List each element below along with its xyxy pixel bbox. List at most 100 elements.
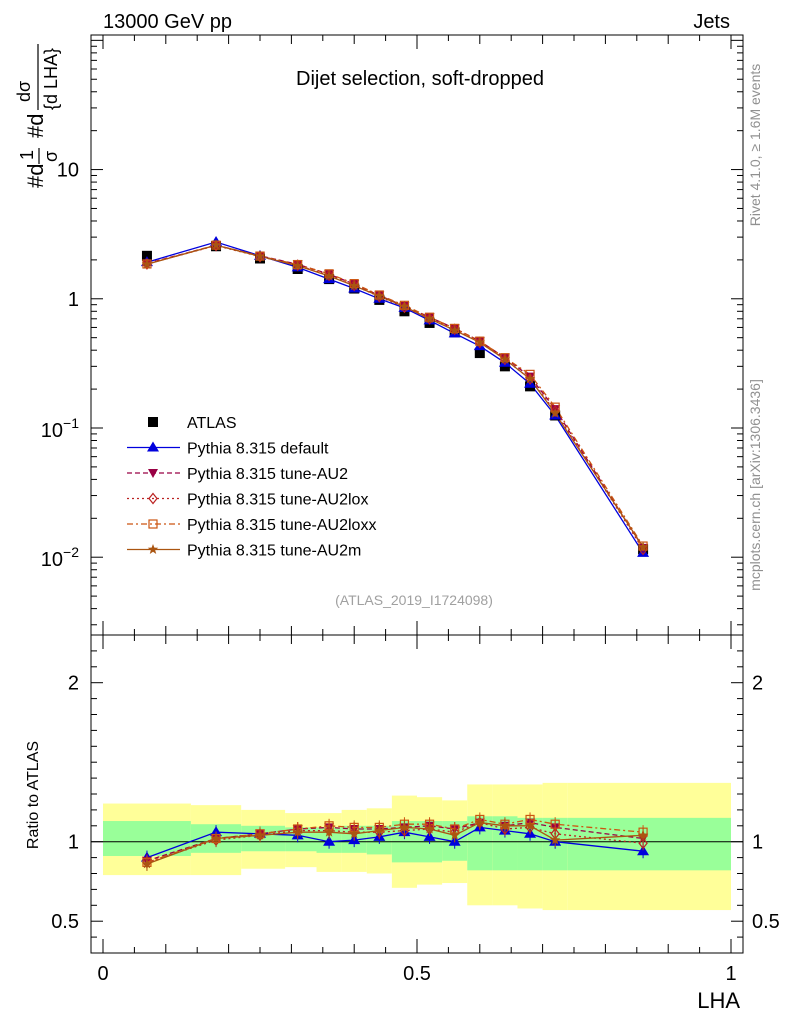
- point-AU2lox: [550, 405, 560, 418]
- ratio-point-AU2m: [637, 829, 649, 840]
- ratio-point-AU2m: [424, 823, 435, 834]
- point-AU2m: [254, 250, 266, 261]
- rivet-version-label: Rivet 4.1.0, ≥ 1.6M events: [747, 64, 763, 227]
- ratio-panel: 0.5 0.51 12 2 0 0.5 1 Ratio to ATLAS LHA: [25, 634, 780, 1013]
- legend-marker-AU2loxx: [148, 519, 158, 529]
- ratio-point-AU2m: [374, 825, 385, 836]
- x-tick-label: 0: [97, 963, 108, 985]
- ratio-point-AU2loxx: [550, 819, 560, 829]
- ylabel-part-c: σ: [41, 151, 61, 162]
- y-tick-label-exp: −2: [63, 544, 79, 560]
- legend-marker-AU2: [148, 469, 158, 478]
- ylabel-part-e: dσ: [14, 81, 34, 102]
- ratio-point-AU2lox: [500, 823, 510, 835]
- point-AU2lox: [142, 257, 152, 270]
- x-axis-label: LHA: [697, 988, 740, 1013]
- band-inner: [567, 817, 731, 871]
- mcplots-label: mcplots.cern.ch [arXiv:1306.3436]: [747, 379, 763, 591]
- ratio-point-AU2m: [292, 826, 303, 837]
- ratio-y-axis: 0.5 0.5 1 1 2 2: [51, 634, 780, 954]
- legend-marker-AU2lox: [148, 492, 158, 505]
- legend-label-AU2: Pythia 8.315 tune-AU2: [187, 466, 348, 483]
- ratio-x-axis: 0 0.5 1: [97, 635, 737, 985]
- ratio-y-tick-label: 1: [68, 832, 79, 854]
- ratio-point-AU2m: [210, 833, 222, 843]
- ratio-point-AU2m: [323, 826, 335, 837]
- point-AU2m: [141, 258, 153, 269]
- y-tick-label: 10: [57, 160, 79, 182]
- main-y-axis-label: #d 1 σ #d dσ {d LHA}: [14, 44, 61, 188]
- analysis-label: (ATLAS_2019_I1724098): [335, 592, 493, 608]
- point-AU2lox: [349, 279, 359, 292]
- point-AU2m: [449, 324, 460, 335]
- header-category: Jets: [693, 11, 730, 33]
- point-AU2m: [549, 407, 561, 418]
- ratio-y-tick-label: 2: [68, 673, 79, 695]
- point-ATLAS: [141, 250, 152, 261]
- point-default: [524, 377, 537, 388]
- point-AU2m: [424, 313, 435, 324]
- ratio-point-AU2m: [399, 821, 410, 832]
- ratio-y-tick-label-right: 1: [752, 832, 763, 854]
- band-inner: [103, 821, 191, 857]
- ratio-y-axis-label: Ratio to ATLAS: [25, 741, 42, 849]
- ylabel-part-b: 1: [17, 150, 37, 160]
- legend-marker-AU2m: [147, 544, 159, 554]
- legend-label-AU2loxx: Pythia 8.315 tune-AU2loxx: [187, 517, 376, 534]
- ratio-point-AU2m: [254, 829, 266, 840]
- point-AU2m: [474, 336, 486, 347]
- point-AU2m: [210, 239, 222, 250]
- legend-label-default: Pythia 8.315 default: [187, 441, 329, 458]
- point-AU2m: [637, 541, 649, 552]
- legend-marker-default: [147, 441, 159, 452]
- legend-label-AU2lox: Pythia 8.315 tune-AU2lox: [187, 492, 368, 509]
- ylabel-part-a: #d: [23, 164, 48, 188]
- point-AU2m: [524, 373, 536, 384]
- ratio-y-tick-label: 0.5: [51, 911, 79, 933]
- y-tick-label-base: 10: [41, 549, 63, 571]
- y-tick-label-base: 10: [41, 420, 63, 442]
- chart-title: Dijet selection, soft-dropped: [296, 68, 544, 90]
- ratio-point-default: [210, 826, 223, 837]
- ratio-point-AU2lox: [638, 837, 648, 850]
- ratio-point-AU2m: [474, 817, 486, 828]
- point-AU2m: [348, 280, 360, 291]
- ratio-point-AU2m: [348, 828, 360, 839]
- main-series-group: [140, 236, 650, 557]
- point-AU2m: [499, 353, 511, 364]
- y-tick-label: 1: [68, 289, 79, 311]
- ratio-y-tick-label-right: 0.5: [752, 911, 780, 933]
- ylabel-part-d: #d: [23, 114, 48, 138]
- y-tick-label: 10−1: [41, 415, 79, 442]
- ratio-point-default: [323, 835, 336, 846]
- ratio-bands: [103, 782, 731, 911]
- point-AU2lox: [638, 543, 648, 556]
- x-tick-label: 0.5: [403, 963, 431, 985]
- ratio-point-AU2lox: [399, 824, 410, 837]
- ratio-point-AU2m: [499, 820, 511, 831]
- y-tick-label: 10−2: [41, 544, 79, 571]
- ratio-y-tick-label-right: 2: [752, 673, 763, 695]
- ratio-point-AU2m: [449, 829, 460, 840]
- legend-label-ATLAS: ATLAS: [187, 415, 237, 432]
- ratio-point-AU2m: [524, 820, 536, 831]
- ratio-point-AU2m: [549, 834, 561, 845]
- main-x-ticks: [102, 35, 732, 635]
- point-AU2lox: [449, 323, 460, 336]
- point-AU2m: [292, 260, 303, 271]
- point-AU2m: [374, 290, 385, 301]
- ratio-point-AU2m: [141, 858, 153, 869]
- legend: ATLAS Pythia 8.315 default Pythia 8.315 tu…: [127, 415, 376, 560]
- legend-marker-ATLAS: [148, 417, 158, 427]
- ylabel-part-f: {d LHA}: [41, 48, 61, 110]
- point-AU2lox: [324, 269, 334, 282]
- legend-label-AU2m: Pythia 8.315 tune-AU2m: [187, 543, 361, 560]
- header-collision: 13000 GeV pp: [103, 11, 232, 33]
- point-AU2m: [323, 270, 335, 281]
- point-ATLAS: [474, 348, 485, 359]
- point-AU2m: [399, 301, 410, 312]
- x-tick-label: 1: [725, 963, 736, 985]
